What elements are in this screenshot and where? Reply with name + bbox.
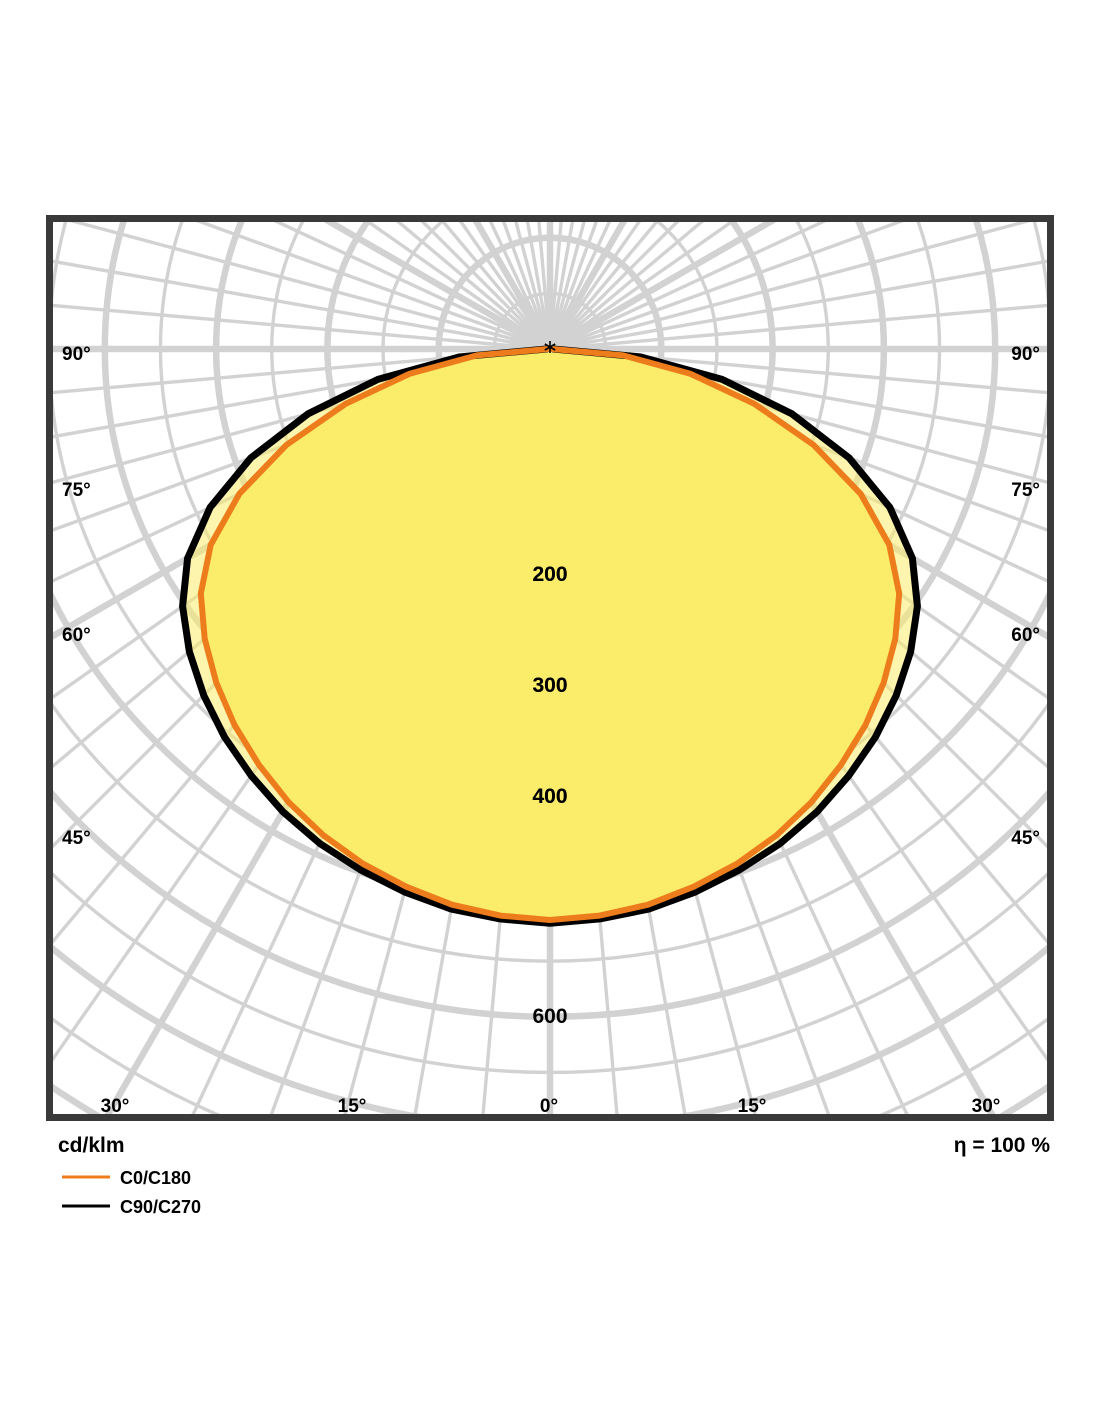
radial-label-halo-300: 300 [532, 674, 567, 697]
grid-spoke--120 [317, 218, 552, 352]
left-angle-label-90: 90° [62, 344, 91, 365]
grid-spoke--95 [49, 303, 551, 351]
unit-label: cd/klm [58, 1134, 125, 1157]
curve-c0-c180 [197, 346, 903, 923]
radial-value-label-200: 200 [532, 563, 567, 586]
left-angle-label-60: 60° [62, 625, 91, 646]
bottom-angle-label-0: 30° [101, 1096, 130, 1117]
grid-spoke--125 [360, 218, 551, 351]
legend-label-c90-c270: C90/C270 [120, 1197, 201, 1217]
center-marker-stroke-2 [544, 343, 556, 351]
radial-label-halo-400: 400 [532, 785, 567, 808]
grid-spoke-100 [549, 259, 1051, 351]
distribution-curves [179, 345, 921, 927]
grid-spoke-115 [549, 218, 834, 351]
bottom-angle-label-1: 15° [338, 1096, 367, 1117]
radial-value-labels: 200200300300400400600600 [530, 561, 570, 1029]
grid-spoke-105 [549, 218, 1044, 351]
grid-spoke-85 [549, 347, 1051, 395]
legend-label-c0-c180: C0/C180 [120, 1168, 191, 1188]
grid-spoke-120 [548, 218, 783, 352]
right-angle-labels: 90° 75° 60° 45° [1011, 344, 1040, 849]
legend: C0/C180 C90/C270 [62, 1168, 201, 1217]
bottom-angle-label-4: 30° [972, 1096, 1001, 1117]
grid-spoke-95 [549, 303, 1051, 351]
bottom-angle-label-3: 15° [738, 1096, 767, 1117]
bottom-angle-labels: 30° 15° 0° 15° 30° [101, 1096, 1001, 1117]
curve-c90-c270 [179, 345, 921, 927]
grid-spoke--110 [186, 218, 551, 351]
grid-spoke--85 [49, 347, 551, 395]
right-angle-label-75: 75° [1011, 480, 1040, 501]
photometric-center-marker [544, 341, 556, 353]
right-angle-label-45: 45° [1011, 828, 1040, 849]
distribution-fill-inner [200, 349, 900, 920]
left-angle-label-45: 45° [62, 828, 91, 849]
radial-value-label-300: 300 [532, 674, 567, 697]
left-angle-labels: 90° 75° 60° 45° [62, 344, 91, 849]
bottom-angle-label-2: 0° [540, 1096, 558, 1117]
grid-spoke--105 [56, 218, 551, 351]
efficiency-label: η = 100 % [954, 1134, 1051, 1157]
grid-spoke-125 [549, 218, 740, 351]
grid-spoke-80 [549, 347, 1051, 439]
grid-spoke-110 [549, 218, 914, 351]
right-angle-label-90: 90° [1011, 344, 1040, 365]
radial-value-label-400: 400 [532, 785, 567, 808]
chart-frame [46, 215, 1054, 1121]
left-angle-label-75: 75° [62, 480, 91, 501]
right-angle-label-60: 60° [1011, 625, 1040, 646]
grid-spoke--100 [49, 259, 551, 351]
radial-value-label-600: 600 [532, 1005, 567, 1028]
grid-spoke--80 [49, 347, 551, 439]
radial-label-halo-200: 200 [532, 563, 567, 586]
grid-spoke--115 [266, 218, 551, 351]
